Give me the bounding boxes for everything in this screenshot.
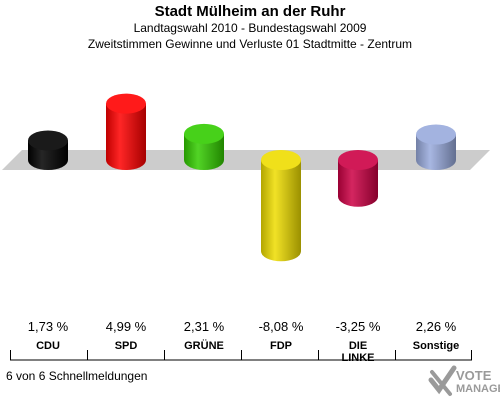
category-label-line: LINKE: [341, 352, 375, 364]
bar-sonstige: [416, 124, 456, 170]
category-label-line: Sonstige: [412, 340, 460, 352]
category-label: Sonstige: [397, 340, 475, 352]
category-label: DIE LINKE: [319, 340, 397, 364]
value-label: -8,08 %: [258, 319, 304, 334]
chart-subtitle-election: Landtagswahl 2010 - Bundestagswahl 2009: [133, 21, 367, 35]
checkmark-x-icon: [428, 365, 457, 396]
value-label: 4,99 %: [105, 319, 147, 334]
bar-spd: [106, 93, 146, 170]
value-label: 1,73 %: [27, 319, 69, 334]
category-label: GRÜNE: [165, 340, 243, 352]
value-label: 2,31 %: [183, 319, 225, 334]
chart-title: Stadt Mülheim an der Ruhr: [154, 3, 346, 20]
category-label: SPD: [87, 340, 165, 352]
logo-text-vote: VOTE: [456, 368, 492, 383]
category-label-line: DIE: [348, 340, 368, 352]
value-label: -3,25 %: [335, 319, 381, 334]
category-label-line: GRÜNE: [184, 340, 224, 352]
bar-cdu: [28, 130, 68, 170]
category-label-line: SPD: [114, 340, 138, 352]
report-status: 6 von 6 Schnellmeldungen: [6, 369, 148, 383]
bar-grüne: [184, 123, 224, 170]
value-label: 2,26 %: [415, 319, 457, 334]
votemanager-logo: VOTE MANAGER: [428, 362, 500, 400]
category-label: CDU: [9, 340, 87, 352]
chart-subtitle-district: Zweitstimmen Gewinne und Verluste 01 Sta…: [87, 37, 413, 51]
bar-die-linke: [338, 150, 378, 207]
category-label-line: FDP: [270, 340, 292, 352]
logo-text-manager: MANAGER: [456, 383, 500, 395]
x-axis: [10, 350, 472, 361]
category-label-line: CDU: [36, 340, 60, 352]
category-label: FDP: [242, 340, 320, 352]
bar-fdp: [261, 150, 301, 262]
